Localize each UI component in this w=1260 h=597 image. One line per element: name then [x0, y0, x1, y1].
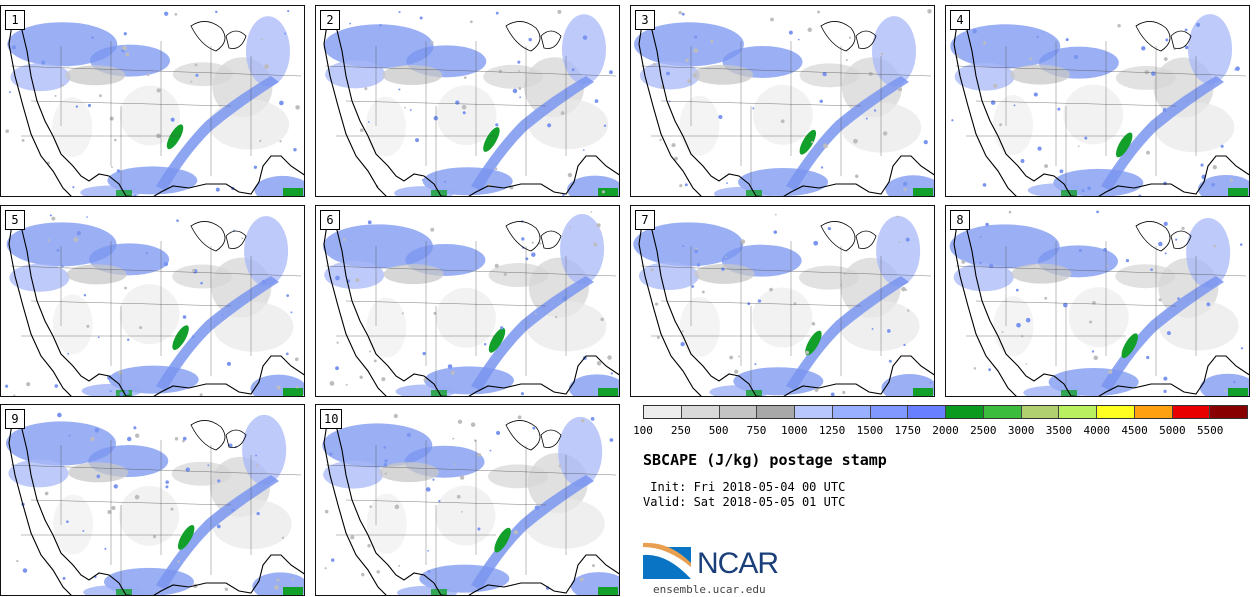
- ncar-logo-icon: [643, 542, 691, 579]
- member-number: 6: [320, 210, 340, 230]
- colorbar-segment: [1134, 406, 1173, 418]
- member-map: [631, 206, 934, 396]
- colorbar-segment: [757, 406, 795, 418]
- member-panel-10: 10: [315, 404, 620, 596]
- colorbar-segment: [1172, 406, 1211, 418]
- member-map: [316, 206, 619, 396]
- member-panel-8: 8: [945, 205, 1250, 397]
- colorbar-segment: [1210, 406, 1247, 418]
- member-number: 4: [950, 10, 970, 30]
- colorbar-tick-label: 1250: [818, 424, 846, 437]
- member-panel-2: 2: [315, 5, 620, 197]
- colorbar-segment: [795, 406, 833, 418]
- colorbar-tick-label: 4000: [1083, 424, 1111, 437]
- member-panel-1: 1: [0, 5, 305, 197]
- site-url: ensemble.ucar.edu: [653, 583, 766, 596]
- colorbar-segment: [832, 406, 871, 418]
- member-number: 3: [635, 10, 655, 30]
- colorbar-tick-label: 250: [670, 424, 691, 437]
- colorbar-tick-label: 750: [746, 424, 767, 437]
- colorbar-tick-label: 2500: [970, 424, 997, 437]
- colorbar-tick-label: 1750: [894, 424, 921, 437]
- member-map: [631, 6, 934, 196]
- colorbar-segment: [719, 406, 758, 418]
- init-time: Init: Fri 2018-05-04 00 UTC: [643, 480, 846, 494]
- member-number: 2: [320, 10, 340, 30]
- product-title: SBCAPE (J/kg) postage stamp: [643, 451, 887, 469]
- colorbar-tick-label: 1500: [856, 424, 884, 437]
- member-map: [946, 206, 1249, 396]
- colorbar-segment: [908, 406, 946, 418]
- member-panel-5: 5: [0, 205, 305, 397]
- colorbar-tick-label: 2000: [932, 424, 959, 437]
- member-map: [1, 405, 304, 595]
- colorbar-tick-label: 5500: [1196, 424, 1224, 437]
- colorbar-tick-label: 100: [633, 424, 653, 437]
- member-map: [1, 206, 304, 396]
- ncar-logo-text: NCAR: [697, 547, 779, 580]
- member-number: 10: [320, 409, 343, 429]
- member-map: [1, 6, 304, 196]
- colorbar-segment: [946, 406, 984, 418]
- sbcape-colorbar: [643, 405, 1248, 419]
- member-number: 5: [5, 210, 25, 230]
- colorbar-segment: [1021, 406, 1060, 418]
- colorbar-segment: [681, 406, 720, 418]
- colorbar-segment: [644, 406, 682, 418]
- colorbar-tick-label: 1000: [781, 424, 808, 437]
- member-number: 7: [635, 210, 655, 230]
- member-panel-9: 9: [0, 404, 305, 596]
- colorbar-tick-label: 3500: [1045, 424, 1073, 437]
- member-map: [316, 6, 619, 196]
- colorbar-segment: [870, 406, 909, 418]
- colorbar-tick-label: 3000: [1007, 424, 1035, 437]
- valid-time: Valid: Sat 2018-05-05 01 UTC: [643, 495, 846, 509]
- member-map: [946, 6, 1249, 196]
- colorbar-tick-label: 5000: [1159, 424, 1186, 437]
- member-number: 1: [5, 10, 25, 30]
- member-panel-6: 6: [315, 205, 620, 397]
- member-panel-3: 3: [630, 5, 935, 197]
- member-map: [316, 405, 619, 595]
- colorbar-segment: [1097, 406, 1135, 418]
- member-panel-4: 4: [945, 5, 1250, 197]
- colorbar-segment: [983, 406, 1022, 418]
- member-number: 9: [5, 409, 25, 429]
- colorbar-segment: [1059, 406, 1097, 418]
- colorbar-tick-label: 500: [708, 424, 729, 437]
- member-panel-7: 7: [630, 205, 935, 397]
- member-number: 8: [950, 210, 970, 230]
- colorbar-tick-label: 4500: [1121, 424, 1148, 437]
